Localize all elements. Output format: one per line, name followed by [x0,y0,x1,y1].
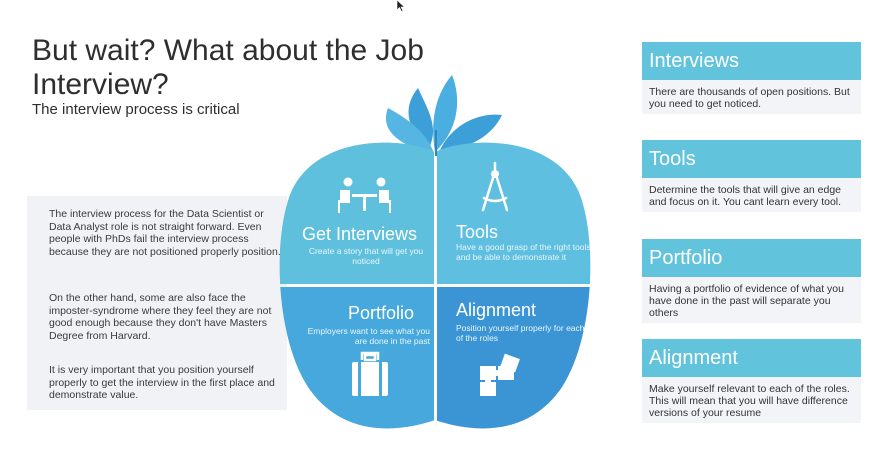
mouse-cursor-icon [396,0,406,12]
card-title: Interviews [642,42,861,80]
card-body: Having a portfolio of evidence of what y… [642,277,861,323]
intro-paragraph-3: It is very important that you position y… [49,364,275,401]
segment-desc-tools: Have a good grasp of the right tools and… [456,242,591,262]
segment-title-get-interviews: Get Interviews [302,224,418,244]
meeting-icon [338,177,391,213]
card-body: Determine the tools that will give an ed… [642,178,861,212]
puzzle-icon [480,353,520,396]
card-body: There are thousands of open positions. B… [642,80,861,114]
intro-paragraph-1: The interview process for the Data Scien… [49,208,281,258]
briefcase-icon [352,351,388,396]
segment-title-alignment: Alignment [456,300,537,320]
card-tools: Tools Determine the tools that will give… [642,140,861,212]
intro-panel: The interview process for the Data Scien… [27,196,287,410]
page-title: But wait? What about the Job Interview? [32,34,424,101]
card-alignment: Alignment Make yourself relevant to each… [642,339,861,423]
segment-title-portfolio: Portfolio [348,303,415,323]
compass-icon [481,161,509,212]
card-title: Portfolio [642,239,861,277]
leaf-icon [385,75,502,156]
intro-paragraph-2: On the other hand, some are also face th… [49,292,272,342]
card-body: Make yourself relevant to each of the ro… [642,377,861,423]
segment-desc-get-interviews: Create a story that will get you noticed [308,246,424,266]
segment-desc-alignment: Position yourself properly for each of t… [456,323,585,343]
segment-title-tools: Tools [456,222,499,242]
card-interviews: Interviews There are thousands of open p… [642,42,861,114]
segment-desc-portfolio: Employers want to see what you are done … [307,326,430,346]
card-title: Tools [642,140,861,178]
card-portfolio: Portfolio Having a portfolio of evidence… [642,239,861,323]
page-subtitle: The interview process is critical [32,101,240,118]
card-title: Alignment [642,339,861,377]
apple-diagram: Get Interviews Create a story that will … [270,70,620,470]
